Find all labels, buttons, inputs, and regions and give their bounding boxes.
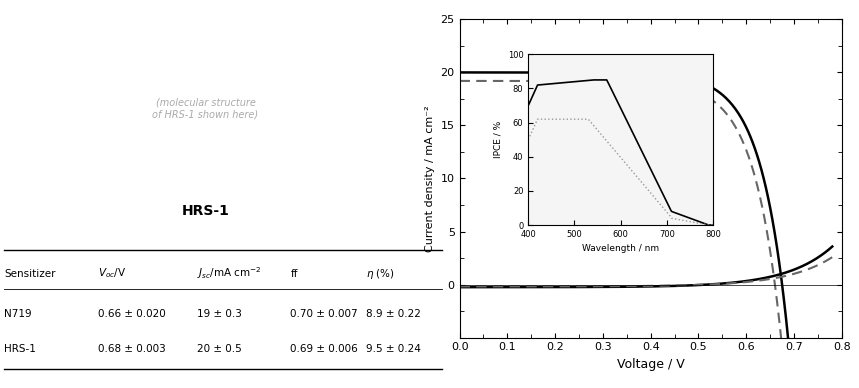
Text: N719: N719 xyxy=(4,309,32,319)
Y-axis label: IPCE / %: IPCE / % xyxy=(493,121,503,158)
Text: 20 ± 0.5: 20 ± 0.5 xyxy=(197,344,241,354)
Text: $V_{oc}$/V: $V_{oc}$/V xyxy=(98,267,126,281)
Text: 0.69 ± 0.006: 0.69 ± 0.006 xyxy=(290,344,358,354)
Text: Sensitizer: Sensitizer xyxy=(4,268,56,279)
Text: ff: ff xyxy=(290,268,298,279)
Text: HRS-1: HRS-1 xyxy=(4,344,36,354)
Y-axis label: Current density / mA cm⁻²: Current density / mA cm⁻² xyxy=(425,105,435,252)
Text: HRS-1: HRS-1 xyxy=(181,204,229,218)
Text: 0.66 ± 0.020: 0.66 ± 0.020 xyxy=(98,309,166,319)
Text: $J_{sc}$/mA cm$^{-2}$: $J_{sc}$/mA cm$^{-2}$ xyxy=(197,266,261,281)
X-axis label: Voltage / V: Voltage / V xyxy=(617,358,685,371)
Text: (molecular structure
of HRS-1 shown here): (molecular structure of HRS-1 shown here… xyxy=(152,98,259,120)
Text: 0.68 ± 0.003: 0.68 ± 0.003 xyxy=(98,344,166,354)
Text: 8.9 ± 0.22: 8.9 ± 0.22 xyxy=(366,309,421,319)
X-axis label: Wavelength / nm: Wavelength / nm xyxy=(582,244,659,253)
Text: $\eta$ (%): $\eta$ (%) xyxy=(366,267,395,281)
Text: 9.5 ± 0.24: 9.5 ± 0.24 xyxy=(366,344,421,354)
Text: 0.70 ± 0.007: 0.70 ± 0.007 xyxy=(290,309,358,319)
Text: 19 ± 0.3: 19 ± 0.3 xyxy=(197,309,241,319)
